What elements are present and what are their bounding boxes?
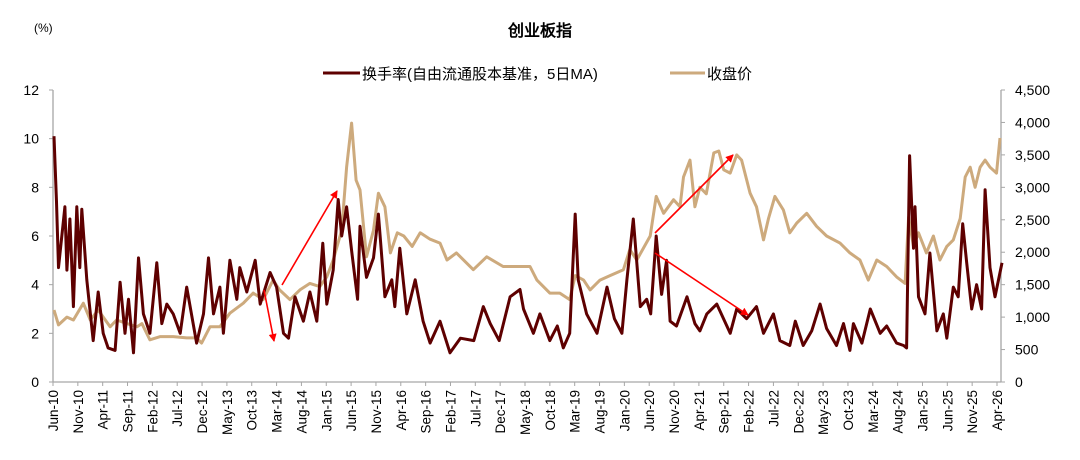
x-tick-label: Sep-21 (717, 390, 732, 434)
right-tick-label: 2,000 (1015, 244, 1050, 260)
legend-label-price: 收盘价 (707, 65, 752, 83)
x-tick-label: Dec-22 (791, 390, 806, 434)
x-tick-label: Jan-20 (617, 390, 632, 431)
x-tick-label: Jul-17 (468, 390, 483, 427)
x-tick-label: Mar-19 (568, 390, 583, 433)
left-tick-label: 2 (31, 325, 39, 341)
x-tick-label: Apr-11 (96, 390, 111, 430)
right-tick-label: 3,500 (1015, 147, 1050, 163)
x-tick-label: May-23 (816, 390, 831, 435)
x-tick-label: Mar-14 (270, 390, 285, 433)
x-tick-label: May-18 (518, 390, 533, 435)
right-tick-label: 0 (1015, 374, 1023, 390)
left-axis-unit: (%) (34, 21, 53, 35)
arrow-down-2014 (263, 289, 277, 342)
x-tick-label: Apr-16 (394, 390, 409, 431)
x-tick-label: Jan-15 (319, 390, 334, 431)
series-line-turnover (52, 136, 1004, 355)
x-tick-label: Sep-11 (121, 390, 136, 433)
annotation-arrows (263, 154, 749, 342)
series-line-close-price (52, 121, 1002, 345)
x-tick-label: Oct-23 (841, 390, 856, 431)
right-tick-label: 1,500 (1015, 277, 1050, 293)
left-tick-label: 4 (31, 277, 39, 293)
x-tick-label: Aug-14 (294, 390, 309, 434)
left-tick-label: 12 (23, 82, 39, 98)
x-tick-label: Feb-12 (145, 390, 160, 433)
x-tick-label: Jul-12 (170, 390, 185, 427)
x-tick-label: Dec-12 (195, 390, 210, 434)
series-group (52, 121, 1004, 355)
legend-label-turnover: 换手率(自由流通股本基准，5日MA) (362, 66, 598, 83)
x-tick-label: Nov-25 (965, 390, 980, 434)
x-tick-label: Jun-20 (642, 390, 657, 431)
right-tick-label: 4,500 (1015, 82, 1050, 98)
right-tick-label: 1,000 (1015, 309, 1050, 325)
x-tick-label: Jun-10 (46, 390, 61, 431)
x-tick-label: Apr-21 (692, 390, 707, 431)
x-tick-label: Nov-10 (71, 390, 86, 434)
legend: 换手率(自由流通股本基准，5日MA) 收盘价 (323, 65, 752, 83)
arrow-up-2015 (281, 190, 338, 286)
x-tick-label: Nov-20 (667, 390, 682, 434)
x-tick-label: Feb-22 (742, 390, 757, 433)
arrow-up-2021 (654, 154, 734, 234)
x-tick-label: Oct-18 (543, 390, 558, 431)
x-tick-label: Dec-17 (493, 390, 508, 434)
right-tick-label: 4,000 (1015, 114, 1050, 130)
arrow-down-2021 (654, 252, 749, 316)
x-tick-label: Aug-24 (891, 390, 906, 434)
x-tick-label: May-13 (220, 390, 235, 435)
x-tick-label: Jan-25 (915, 390, 930, 431)
x-tick-label: Nov-15 (369, 390, 384, 434)
right-tick-label: 3,000 (1015, 179, 1050, 195)
x-tick-label: Apr-26 (990, 390, 1005, 431)
left-tick-label: 6 (31, 228, 39, 244)
x-tick-label: Jun-25 (940, 390, 955, 431)
x-tick-label: Oct-13 (245, 390, 260, 431)
x-tick-label: Mar-24 (866, 390, 881, 433)
x-tick-label: Jun-15 (344, 390, 359, 431)
right-tick-label: 500 (1015, 342, 1039, 358)
x-tick-label: Jul-22 (766, 390, 781, 427)
right-tick-label: 2,500 (1015, 212, 1050, 228)
x-tick-label: Aug-19 (593, 390, 608, 434)
x-tick-label: Sep-16 (419, 390, 434, 434)
left-tick-label: 8 (31, 179, 39, 195)
left-tick-label: 0 (31, 374, 39, 390)
left-tick-label: 10 (23, 131, 39, 147)
x-tick-label: Feb-17 (443, 390, 458, 433)
chart-title: 创业板指 (507, 21, 572, 40)
axes: 0 2 4 6 8 10 12 0 500 1,000 1,500 2,000 2,500 3,000 3,… (23, 82, 1050, 435)
